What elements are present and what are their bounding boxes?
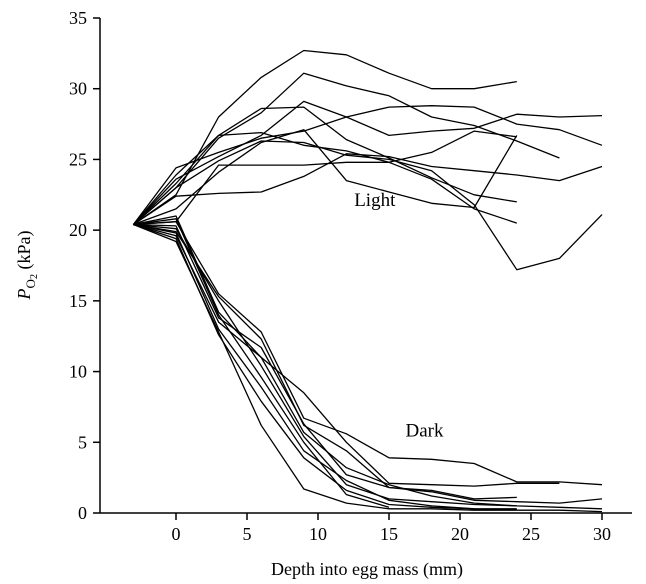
y-axis-title-sub2: 2 xyxy=(29,274,40,279)
series-line-light-6 xyxy=(132,105,603,225)
series-line-light-3 xyxy=(132,106,517,225)
axes xyxy=(99,18,632,514)
x-tick-label: 30 xyxy=(593,524,611,544)
x-ticks: 0 5 10 15 20 25 30 xyxy=(172,513,611,544)
x-tick-label: 5 xyxy=(243,524,252,544)
y-axis-title-sub: O xyxy=(23,279,38,288)
y-tick-label: 25 xyxy=(69,149,87,169)
x-tick-label: 0 xyxy=(172,524,181,544)
series-line-light-10 xyxy=(133,130,517,226)
x-tick-label: 15 xyxy=(380,524,398,544)
y-ticks: 0 5 10 15 20 25 30 35 xyxy=(69,8,100,523)
x-tick-label: 20 xyxy=(451,524,469,544)
y-axis-title-unit: (kPa) xyxy=(14,231,35,275)
series-line-dark-13 xyxy=(133,223,603,504)
series-line-light-2 xyxy=(132,72,560,225)
y-tick-label: 15 xyxy=(69,291,87,311)
series-line-dark-12 xyxy=(133,215,560,487)
y-tick-label: 0 xyxy=(78,503,87,523)
y-tick-label: 35 xyxy=(69,8,87,28)
series-line-light-5 xyxy=(132,131,518,225)
annotation-light: Light xyxy=(354,190,396,211)
series-line-light-8 xyxy=(133,129,518,226)
series-line-dark-15 xyxy=(133,223,603,510)
series-line-dark-20 xyxy=(133,218,390,508)
series-line-light-4 xyxy=(132,100,603,225)
y-axis-title: PO2 (kPa) xyxy=(14,231,40,301)
series-line-dark-18 xyxy=(133,223,475,510)
x-tick-label: 25 xyxy=(522,524,540,544)
series-line-dark-17 xyxy=(133,223,517,510)
series-line-light-7 xyxy=(132,140,603,271)
x-axis-title: Depth into egg mass (mm) xyxy=(271,559,463,580)
annotations: Light Dark xyxy=(354,190,444,442)
y-tick-label: 10 xyxy=(69,362,87,382)
series-line-dark-16 xyxy=(133,223,517,507)
series-line-light-9 xyxy=(133,153,603,226)
y-axis-title-main: P xyxy=(14,288,34,300)
y-tick-label: 5 xyxy=(78,432,87,452)
y-tick-label: 30 xyxy=(69,79,87,99)
y-tick-label: 20 xyxy=(69,220,87,240)
series-line-dark-19 xyxy=(133,223,603,513)
plot-lines xyxy=(132,49,603,513)
series-line-dark-11 xyxy=(133,221,603,486)
x-tick-label: 10 xyxy=(309,524,327,544)
annotation-dark: Dark xyxy=(406,421,444,442)
